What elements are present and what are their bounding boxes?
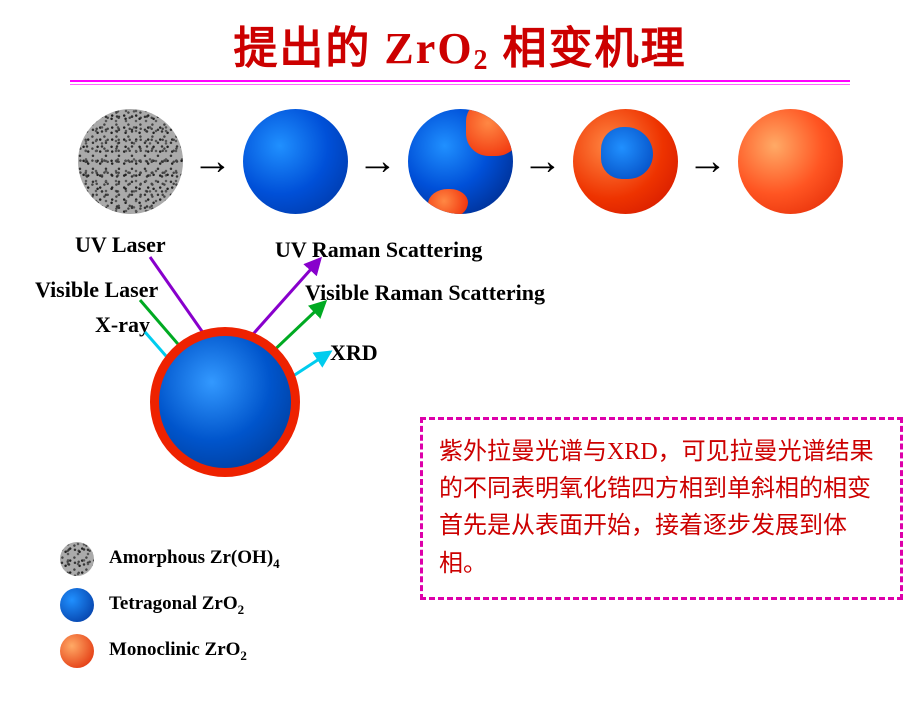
stage-mixed-red bbox=[573, 109, 678, 214]
label-xrd: XRD bbox=[330, 340, 378, 366]
label-visible-laser: Visible Laser bbox=[35, 277, 158, 303]
legend-label: Monoclinic ZrO2 bbox=[109, 639, 247, 664]
label-visible-raman: Visible Raman Scattering bbox=[305, 280, 545, 306]
stage-monoclinic bbox=[738, 109, 843, 214]
conclusion-text: 紫外拉曼光谱与XRD，可见拉曼光谱结果的不同表明氧化锆四方相到单斜相的相变首先是… bbox=[439, 439, 874, 577]
legend-item-tetragonal: Tetragonal ZrO2 bbox=[60, 588, 280, 622]
legend-swatch-monoclinic bbox=[60, 634, 94, 668]
label-uv-laser: UV Laser bbox=[75, 232, 166, 258]
title-underline bbox=[70, 80, 850, 84]
page-title: 提出的 ZrO2 相变机理 bbox=[0, 12, 920, 76]
arrow-icon: → bbox=[193, 139, 233, 184]
legend-label: Tetragonal ZrO2 bbox=[109, 593, 244, 618]
phase-sequence: → → → → bbox=[0, 109, 920, 214]
legend: Amorphous Zr(OH)4 Tetragonal ZrO2 Monocl… bbox=[60, 542, 280, 680]
legend-swatch-tetragonal bbox=[60, 588, 94, 622]
conclusion-textbox: 紫外拉曼光谱与XRD，可见拉曼光谱结果的不同表明氧化锆四方相到单斜相的相变首先是… bbox=[420, 417, 903, 600]
label-xray: X-ray bbox=[95, 312, 150, 338]
title-pre: 提出的 ZrO bbox=[233, 24, 473, 73]
arrow-icon: → bbox=[358, 139, 398, 184]
label-uv-raman: UV Raman Scattering bbox=[275, 237, 482, 263]
stage-tetragonal bbox=[243, 109, 348, 214]
arrow-icon: → bbox=[688, 139, 728, 184]
title-sub: 2 bbox=[474, 45, 490, 76]
legend-item-amorphous: Amorphous Zr(OH)4 bbox=[60, 542, 280, 576]
stage-mixed-blue bbox=[408, 109, 513, 214]
probe-sphere bbox=[150, 327, 300, 477]
legend-swatch-amorphous bbox=[60, 542, 94, 576]
legend-label: Amorphous Zr(OH)4 bbox=[109, 547, 280, 572]
stage-amorphous bbox=[78, 109, 183, 214]
legend-item-monoclinic: Monoclinic ZrO2 bbox=[60, 634, 280, 668]
arrow-icon: → bbox=[523, 139, 563, 184]
title-post: 相变机理 bbox=[490, 24, 687, 73]
